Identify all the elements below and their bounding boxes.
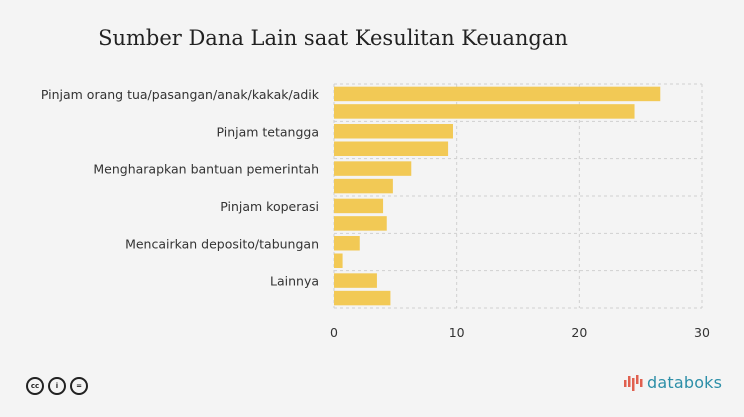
category-label: Pinjam tetangga (216, 124, 319, 139)
brand-logo[interactable]: databoks (624, 373, 722, 392)
databoks-logo-icon (624, 374, 643, 391)
by-icon: i (48, 377, 66, 395)
bar[interactable] (334, 216, 387, 231)
bar[interactable] (334, 86, 661, 102)
category-label: Pinjam koperasi (220, 199, 319, 214)
bar[interactable] (334, 198, 384, 214)
x-axis-ticks: 0 10 20 30 (330, 325, 710, 340)
x-tick-label: 20 (571, 325, 587, 340)
x-tick-label: 0 (330, 325, 338, 340)
category-label: Lainnya (270, 274, 319, 289)
nd-icon: = (70, 377, 88, 395)
grid (333, 83, 703, 309)
category-labels: Pinjam orang tua/pasangan/anak/kakak/adi… (41, 87, 320, 289)
cc-icon: cc (26, 377, 44, 395)
bar[interactable] (334, 178, 393, 194)
category-label: Pinjam orang tua/pasangan/anak/kakak/adi… (41, 87, 320, 102)
category-label: Mengharapkan bantuan pemerintah (93, 162, 319, 177)
bar[interactable] (334, 104, 635, 119)
bar[interactable] (334, 141, 449, 157)
brand-name: databoks (647, 373, 723, 392)
bar[interactable] (334, 236, 360, 251)
bar[interactable] (334, 253, 343, 269)
bar[interactable] (334, 290, 391, 306)
bars (334, 86, 661, 306)
bar[interactable] (334, 124, 453, 139)
category-label: Mencairkan deposito/tabungan (125, 236, 319, 251)
bar[interactable] (334, 273, 377, 288)
x-tick-label: 30 (694, 325, 710, 340)
x-tick-label: 10 (449, 325, 465, 340)
license-icons: cc i = (26, 377, 88, 395)
bar[interactable] (334, 161, 412, 176)
chart-title: Sumber Dana Lain saat Kesulitan Keuangan (98, 26, 568, 50)
